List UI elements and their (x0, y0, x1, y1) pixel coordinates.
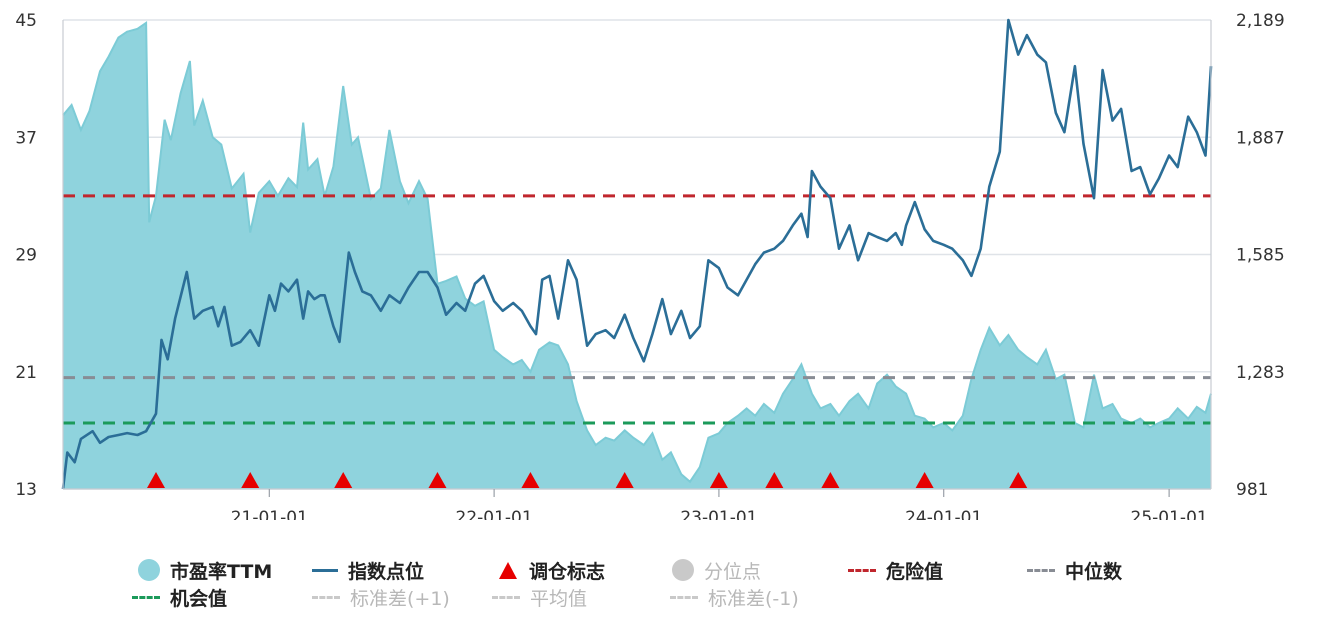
reference-lines (63, 194, 1211, 425)
legend-label: 分位点 (704, 560, 762, 583)
pe-area-fill (63, 22, 1211, 490)
y-right-tick-label: 1,585 (1236, 246, 1285, 266)
legend-item-index[interactable]: 指数点位 (312, 557, 424, 583)
x-axis: 21-01-01 22-01-01 23-01-01 24-01-01 25-01-01 (231, 489, 1208, 520)
legend-label: 标准差(-1) (708, 587, 799, 610)
legend-dash-icon (1027, 568, 1055, 572)
signal-markers (146, 472, 1028, 488)
signal-marker (146, 472, 165, 488)
y-right-tick-label: 1,887 (1236, 128, 1285, 148)
signal-marker (915, 472, 934, 488)
y-left-axis: 13 21 29 37 45 (15, 11, 37, 500)
signal-marker (821, 472, 840, 488)
legend-dash-icon (670, 595, 698, 599)
y-right-tick-label: 981 (1236, 480, 1268, 500)
signal-marker (1009, 472, 1028, 488)
legend-circle-icon (672, 559, 694, 581)
legend-item-mean[interactable]: 平均值 (492, 584, 587, 610)
x-tick-label: 23-01-01 (680, 508, 757, 520)
signal-marker (765, 472, 784, 488)
y-left-tick-label: 29 (15, 246, 37, 266)
y-left-tick-label: 13 (15, 480, 37, 500)
legend-label: 危险值 (886, 560, 944, 583)
x-tick-label: 24-01-01 (905, 508, 982, 520)
legend-label: 指数点位 (348, 560, 425, 583)
chart: 13 21 29 37 45 981 1,283 1,585 1,887 2,189 21-01… (15, 11, 1285, 520)
legend-item-median[interactable]: 中位数 (1027, 557, 1122, 583)
legend-item-pe[interactable]: 市盈率TTM (138, 557, 272, 583)
legend-label: 中位数 (1065, 560, 1123, 583)
y-right-axis: 981 1,283 1,585 1,887 2,189 (1236, 11, 1285, 500)
signal-marker (615, 472, 634, 488)
legend-line-icon (312, 568, 338, 572)
y-left-tick-label: 45 (15, 11, 37, 31)
y-left-tick-label: 21 (15, 363, 37, 383)
signal-marker (334, 472, 353, 488)
legend: 市盈率TTM 指数点位 调仓标志 分位点 危险值 中位数 机会值 标准差(+1)… (0, 550, 1323, 618)
legend-dash-icon (848, 568, 876, 572)
x-tick-label: 25-01-01 (1131, 508, 1208, 520)
legend-label: 平均值 (530, 587, 588, 610)
legend-item-opportunity[interactable]: 机会值 (132, 584, 227, 610)
legend-label: 标准差(+1) (350, 587, 450, 610)
legend-item-quantile[interactable]: 分位点 (672, 557, 761, 583)
y-left-tick-label: 37 (15, 128, 37, 148)
signal-marker (521, 472, 540, 488)
legend-label: 调仓标志 (529, 560, 606, 583)
index-line (61, 18, 1213, 490)
legend-dash-icon (312, 595, 340, 599)
legend-circle-icon (138, 559, 160, 581)
signal-marker (428, 472, 447, 488)
y-right-tick-label: 1,283 (1236, 363, 1285, 383)
pe-area-outline (62, 21, 1212, 484)
legend-item-danger[interactable]: 危险值 (848, 557, 943, 583)
legend-dash-icon (132, 595, 160, 599)
x-tick-label: 22-01-01 (456, 508, 533, 520)
legend-label: 机会值 (170, 587, 228, 610)
signal-marker (709, 472, 728, 488)
legend-label: 市盈率TTM (170, 560, 273, 583)
pe-area (62, 21, 1212, 490)
legend-item-signal[interactable]: 调仓标志 (497, 557, 605, 583)
legend-dash-icon (492, 595, 520, 599)
signal-marker (241, 472, 260, 488)
index-line-path (61, 18, 1213, 490)
y-right-tick-label: 2,189 (1236, 11, 1285, 31)
x-tick-label: 21-01-01 (231, 508, 308, 520)
axes (62, 20, 1212, 490)
legend-item-std-plus[interactable]: 标准差(+1) (312, 584, 450, 610)
legend-triangle-icon (499, 561, 517, 579)
legend-item-std-minus[interactable]: 标准差(-1) (670, 584, 799, 610)
